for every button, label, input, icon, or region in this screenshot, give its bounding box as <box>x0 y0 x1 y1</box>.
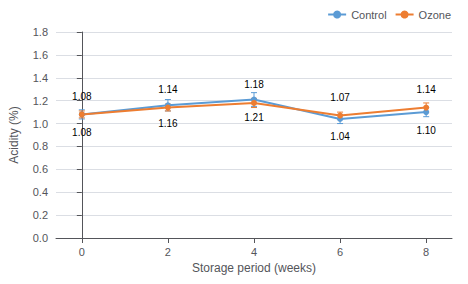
svg-text:Storage period (weeks): Storage period (weeks) <box>192 261 316 275</box>
svg-text:Control: Control <box>351 9 386 21</box>
svg-text:4: 4 <box>251 246 257 258</box>
svg-text:1.10: 1.10 <box>416 125 436 136</box>
svg-text:1.8: 1.8 <box>33 26 48 38</box>
svg-text:1.2: 1.2 <box>33 95 48 107</box>
svg-text:1.4: 1.4 <box>33 72 48 84</box>
svg-text:1.07: 1.07 <box>330 92 350 103</box>
svg-text:2: 2 <box>165 246 171 258</box>
svg-text:0: 0 <box>79 246 85 258</box>
svg-text:1.6: 1.6 <box>33 49 48 61</box>
svg-text:1.18: 1.18 <box>244 79 264 90</box>
svg-text:Acidity (%): Acidity (%) <box>7 106 21 163</box>
svg-text:Ozone: Ozone <box>419 9 451 21</box>
svg-text:0.6: 0.6 <box>33 163 48 175</box>
svg-text:0.2: 0.2 <box>33 209 48 221</box>
svg-text:1.16: 1.16 <box>158 118 178 129</box>
svg-text:1.04: 1.04 <box>330 131 350 142</box>
svg-text:1.14: 1.14 <box>416 84 436 95</box>
svg-text:0.4: 0.4 <box>33 186 48 198</box>
svg-text:1.08: 1.08 <box>72 91 92 102</box>
svg-text:1.14: 1.14 <box>158 84 178 95</box>
svg-text:1.21: 1.21 <box>244 112 264 123</box>
svg-text:0.0: 0.0 <box>33 232 48 244</box>
svg-text:0.8: 0.8 <box>33 140 48 152</box>
svg-text:6: 6 <box>337 246 343 258</box>
svg-text:1.0: 1.0 <box>33 118 48 130</box>
svg-text:8: 8 <box>423 246 429 258</box>
svg-text:1.08: 1.08 <box>72 127 92 138</box>
